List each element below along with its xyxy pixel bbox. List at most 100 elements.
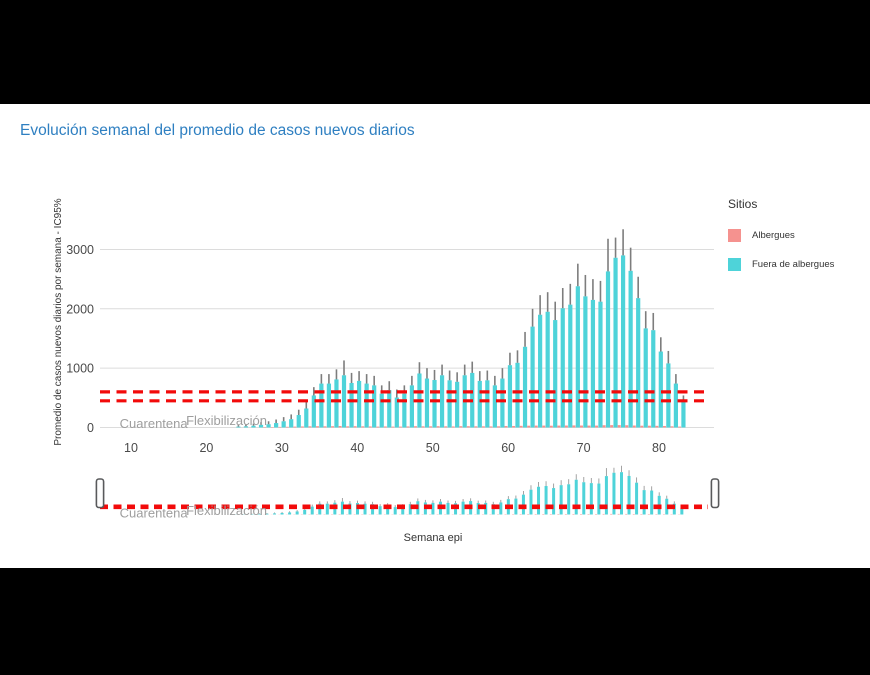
- bar-fuera-de-albergues[interactable]: [372, 385, 377, 428]
- bar-fuera-de-albergues[interactable]: [605, 271, 611, 428]
- bar-fuera-de-albergues[interactable]: [311, 395, 316, 428]
- bar-fuera-de-albergues[interactable]: [613, 257, 618, 428]
- bar-albergues[interactable]: [542, 425, 546, 428]
- bar-albergues[interactable]: [391, 426, 395, 428]
- bar-albergues[interactable]: [595, 425, 599, 428]
- bar-fuera-de-albergues[interactable]: [394, 397, 399, 428]
- bar-fuera-de-albergues[interactable]: [364, 383, 369, 428]
- bar-fuera-de-albergues[interactable]: [658, 351, 663, 428]
- bar-albergues[interactable]: [504, 426, 508, 428]
- bar-fuera-de-albergues[interactable]: [319, 383, 324, 428]
- bar-albergues[interactable]: [361, 426, 365, 428]
- bar-albergues[interactable]: [376, 426, 380, 428]
- bar-fuera-de-albergues[interactable]: [326, 383, 332, 428]
- bar-albergues[interactable]: [444, 426, 448, 428]
- bar-albergues[interactable]: [632, 425, 636, 428]
- bar-albergues[interactable]: [617, 425, 621, 428]
- bar-fuera-de-albergues[interactable]: [477, 380, 482, 428]
- bar-albergues[interactable]: [368, 426, 372, 428]
- bar-fuera-de-albergues[interactable]: [628, 270, 633, 428]
- bar-albergues[interactable]: [308, 426, 312, 428]
- bar-albergues[interactable]: [346, 426, 350, 428]
- bar-albergues[interactable]: [459, 426, 463, 428]
- bar-fuera-de-albergues[interactable]: [598, 301, 603, 428]
- bar-fuera-de-albergues[interactable]: [281, 421, 286, 428]
- bar-fuera-de-albergues[interactable]: [334, 379, 339, 428]
- bar-albergues[interactable]: [655, 425, 659, 428]
- bar-albergues[interactable]: [338, 426, 342, 428]
- bar-fuera-de-albergues[interactable]: [492, 385, 497, 428]
- bar-albergues[interactable]: [557, 425, 561, 428]
- bar-albergues[interactable]: [670, 426, 674, 428]
- bar-albergues[interactable]: [572, 425, 576, 428]
- bar-albergues[interactable]: [640, 425, 644, 428]
- bar-albergues[interactable]: [300, 426, 304, 428]
- bar-albergues[interactable]: [579, 425, 583, 428]
- bar-fuera-de-albergues[interactable]: [274, 423, 279, 428]
- bar-albergues[interactable]: [429, 426, 433, 428]
- bar-albergues[interactable]: [315, 426, 319, 428]
- bar-albergues[interactable]: [512, 426, 516, 428]
- bar-albergues[interactable]: [534, 425, 538, 428]
- bar-albergues[interactable]: [278, 426, 282, 428]
- bar-fuera-de-albergues[interactable]: [620, 255, 626, 428]
- bar-fuera-de-albergues[interactable]: [553, 320, 558, 428]
- bar-fuera-de-albergues[interactable]: [538, 314, 543, 428]
- bar-fuera-de-albergues[interactable]: [545, 311, 550, 428]
- bar-fuera-de-albergues[interactable]: [296, 415, 301, 428]
- bar-fuera-de-albergues[interactable]: [356, 380, 362, 428]
- bar-fuera-de-albergues[interactable]: [560, 308, 565, 428]
- bar-fuera-de-albergues[interactable]: [485, 380, 490, 428]
- bar-fuera-de-albergues[interactable]: [530, 326, 535, 428]
- bar-fuera-de-albergues[interactable]: [402, 393, 407, 428]
- bar-fuera-de-albergues[interactable]: [583, 296, 588, 428]
- bar-fuera-de-albergues[interactable]: [575, 286, 580, 428]
- bar-albergues[interactable]: [481, 426, 485, 428]
- bar-albergues[interactable]: [564, 425, 568, 428]
- bar-albergues[interactable]: [436, 426, 440, 428]
- bar-albergues[interactable]: [383, 426, 387, 428]
- bar-albergues[interactable]: [353, 426, 357, 428]
- bar-fuera-de-albergues[interactable]: [341, 375, 347, 428]
- bar-fuera-de-albergues[interactable]: [289, 419, 294, 428]
- bar-fuera-de-albergues[interactable]: [243, 426, 249, 428]
- legend-item-albergues[interactable]: Albergues: [728, 229, 858, 242]
- bar-albergues[interactable]: [406, 426, 410, 428]
- brush-handle-right[interactable]: [710, 478, 720, 509]
- bar-fuera-de-albergues[interactable]: [522, 346, 528, 428]
- bar-albergues[interactable]: [527, 425, 531, 428]
- bar-albergues[interactable]: [519, 425, 523, 428]
- bar-fuera-de-albergues[interactable]: [304, 408, 309, 428]
- bar-fuera-de-albergues[interactable]: [666, 363, 671, 428]
- bar-fuera-de-albergues[interactable]: [349, 382, 354, 428]
- bar-albergues[interactable]: [587, 425, 591, 428]
- bar-fuera-de-albergues[interactable]: [447, 380, 452, 428]
- bar-albergues[interactable]: [647, 425, 651, 428]
- bar-albergues[interactable]: [549, 425, 553, 428]
- bar-fuera-de-albergues[interactable]: [643, 328, 648, 428]
- bar-albergues[interactable]: [602, 425, 606, 428]
- bar-albergues[interactable]: [285, 426, 289, 428]
- bar-albergues[interactable]: [610, 425, 614, 428]
- bar-fuera-de-albergues[interactable]: [455, 381, 460, 428]
- bar-albergues[interactable]: [293, 426, 297, 428]
- bar-albergues[interactable]: [466, 426, 470, 428]
- bar-fuera-de-albergues[interactable]: [424, 378, 430, 428]
- legend-item-fuera-de-albergues[interactable]: Fuera de albergues: [728, 258, 858, 271]
- bar-fuera-de-albergues[interactable]: [681, 401, 686, 428]
- bar-albergues[interactable]: [398, 426, 402, 428]
- bar-fuera-de-albergues[interactable]: [409, 385, 414, 428]
- bar-albergues[interactable]: [489, 426, 493, 428]
- bar-fuera-de-albergues[interactable]: [568, 304, 573, 428]
- bar-albergues[interactable]: [678, 426, 682, 428]
- bar-fuera-de-albergues[interactable]: [515, 362, 520, 428]
- bar-fuera-de-albergues[interactable]: [251, 425, 256, 428]
- bar-albergues[interactable]: [414, 426, 418, 428]
- bar-fuera-de-albergues[interactable]: [387, 390, 392, 428]
- bar-albergues[interactable]: [497, 426, 501, 428]
- bar-fuera-de-albergues[interactable]: [636, 298, 641, 428]
- brush-handle-left[interactable]: [95, 478, 105, 509]
- bar-albergues[interactable]: [625, 425, 629, 428]
- bar-albergues[interactable]: [331, 426, 335, 428]
- bar-albergues[interactable]: [421, 426, 425, 428]
